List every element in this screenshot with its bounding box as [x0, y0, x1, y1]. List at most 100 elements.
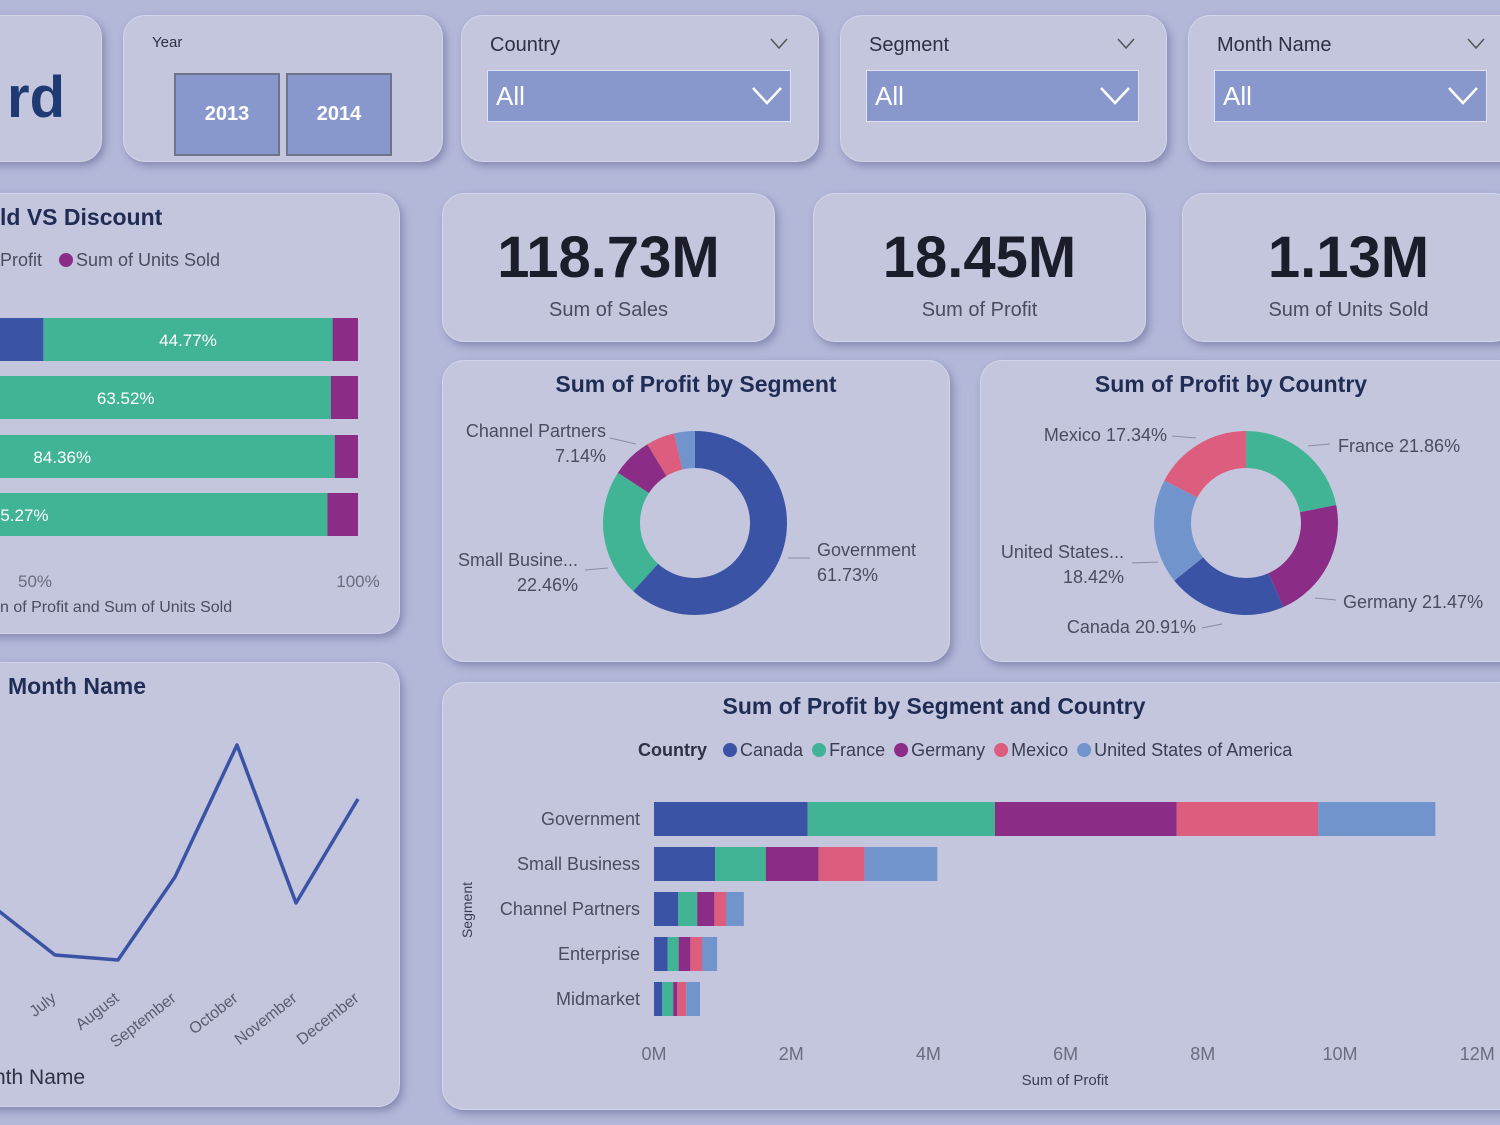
kpi-value: 118.73M — [497, 225, 720, 290]
x-tick-label: 4M — [916, 1044, 941, 1064]
bar-segment — [677, 982, 687, 1016]
dashboard-title: rd — [7, 65, 65, 130]
legend-label: Mexico — [1011, 740, 1068, 760]
segment-slicer: Segment All — [840, 15, 1167, 162]
data-label: Channel Partners — [466, 421, 606, 441]
legend-label: Profit — [0, 250, 42, 270]
legend-dot — [1077, 743, 1092, 757]
legend-label: Sum of Units Sold — [76, 250, 220, 270]
segment-label: Segment — [869, 34, 950, 56]
bar-segment — [697, 892, 715, 926]
chevron-down-icon[interactable] — [1117, 38, 1135, 50]
y-tick-label: Enterprise — [558, 944, 640, 964]
bar-segment — [327, 493, 358, 536]
bar-segment — [715, 847, 766, 881]
y-axis-title: Segment — [459, 882, 475, 938]
legend-dot — [894, 743, 909, 757]
y-tick-label: Channel Partners — [500, 899, 640, 919]
bar-segment — [678, 937, 691, 971]
country-dropdown[interactable]: All — [487, 70, 791, 122]
legend-label: Germany — [911, 740, 985, 760]
bar-segment — [0, 493, 328, 536]
legend-label: Canada — [740, 740, 804, 760]
year-2013-button[interactable]: 2013 — [174, 73, 280, 156]
data-label: 22.46% — [517, 575, 578, 595]
year-slicer: Year 2013 2014 — [123, 15, 443, 162]
x-tick-label: 8M — [1190, 1044, 1215, 1064]
chart-title: Month Name — [8, 673, 146, 699]
bar-segment — [1318, 802, 1436, 836]
data-label: United States... — [1001, 542, 1124, 562]
country-slice — [1153, 480, 1204, 581]
data-label: 95.27% — [0, 506, 49, 525]
bar-segment — [667, 937, 679, 971]
x-tick-label: 100% — [336, 572, 379, 591]
x-tick-label: 6M — [1053, 1044, 1078, 1064]
bar-segment — [662, 982, 674, 1016]
bar-segment — [654, 937, 668, 971]
x-tick-label: November — [232, 989, 301, 1048]
segment-slice — [602, 472, 659, 592]
bar-segment — [807, 802, 995, 836]
country-slice — [1268, 504, 1338, 608]
kpi-profit: 18.45M Sum of Profit — [813, 193, 1146, 342]
bar-segment — [714, 892, 727, 926]
legend-title: Country — [638, 740, 707, 760]
legend-label: France — [829, 740, 885, 760]
bar-segment — [654, 802, 808, 836]
x-tick-label: 12M — [1460, 1044, 1495, 1064]
country-value: All — [496, 81, 525, 111]
bar-segment — [332, 318, 358, 361]
x-axis-title: n of Profit and Sum of Units Sold — [0, 599, 232, 616]
leader-line — [1131, 561, 1159, 564]
data-label: Germany 21.47% — [1343, 592, 1483, 612]
year-label: Year — [152, 34, 183, 51]
bar-segment — [0, 376, 331, 419]
data-label: 84.36% — [33, 448, 91, 467]
bar-segment — [726, 892, 744, 926]
country-slice — [1246, 431, 1337, 513]
data-label: 44.77% — [159, 331, 217, 350]
y-tick-label: Small Business — [517, 854, 640, 874]
month-slicer: Month Name All — [1188, 15, 1500, 162]
chevron-down-icon[interactable] — [770, 38, 788, 50]
month-label: Month Name — [1217, 34, 1332, 56]
kpi-sales: 118.73M Sum of Sales — [442, 193, 775, 342]
segment-dropdown[interactable]: All — [866, 70, 1139, 122]
segment-slice — [647, 433, 683, 476]
leader-line — [1201, 623, 1223, 629]
x-axis-title: Sum of Profit — [1022, 1072, 1110, 1089]
chart-title: Sum of Profit by Country — [1094, 371, 1368, 397]
month-value: All — [1223, 81, 1252, 111]
x-tick-label: 0M — [641, 1044, 666, 1064]
chart-title: Sum of Profit by Segment and Country — [722, 693, 1146, 719]
x-tick-label: December — [294, 989, 363, 1048]
year-2014-button[interactable]: 2014 — [286, 73, 392, 156]
chart-title: Sum of Profit by Segment — [555, 371, 837, 397]
data-label: Mexico 17.34% — [1044, 425, 1167, 445]
chevron-down-icon[interactable] — [1467, 38, 1485, 50]
chevron-down-icon — [752, 87, 782, 105]
bar-segment — [654, 847, 716, 881]
bar-segment — [0, 318, 44, 361]
legend-dot — [59, 253, 73, 267]
x-tick-label: July — [27, 990, 60, 1021]
data-label: Small Busine... — [458, 550, 578, 570]
line-series — [0, 743, 360, 962]
bar-segment — [330, 376, 358, 419]
data-label: 18.42% — [1063, 567, 1124, 587]
bar-segment — [1176, 802, 1319, 836]
leader-line — [1314, 597, 1337, 601]
bar-segment — [686, 982, 700, 1016]
leader-line — [1171, 435, 1197, 439]
country-label: Country — [490, 34, 561, 56]
x-tick-label: 2M — [779, 1044, 804, 1064]
y-tick-label: Government — [541, 809, 640, 829]
bar-segment — [673, 982, 678, 1016]
leader-line — [609, 437, 637, 445]
chart-title: ld VS Discount — [0, 204, 163, 230]
month-dropdown[interactable]: All — [1214, 70, 1487, 122]
bar-segment — [765, 847, 819, 881]
x-tick-label: 10M — [1322, 1044, 1357, 1064]
bar-segment — [334, 435, 358, 478]
